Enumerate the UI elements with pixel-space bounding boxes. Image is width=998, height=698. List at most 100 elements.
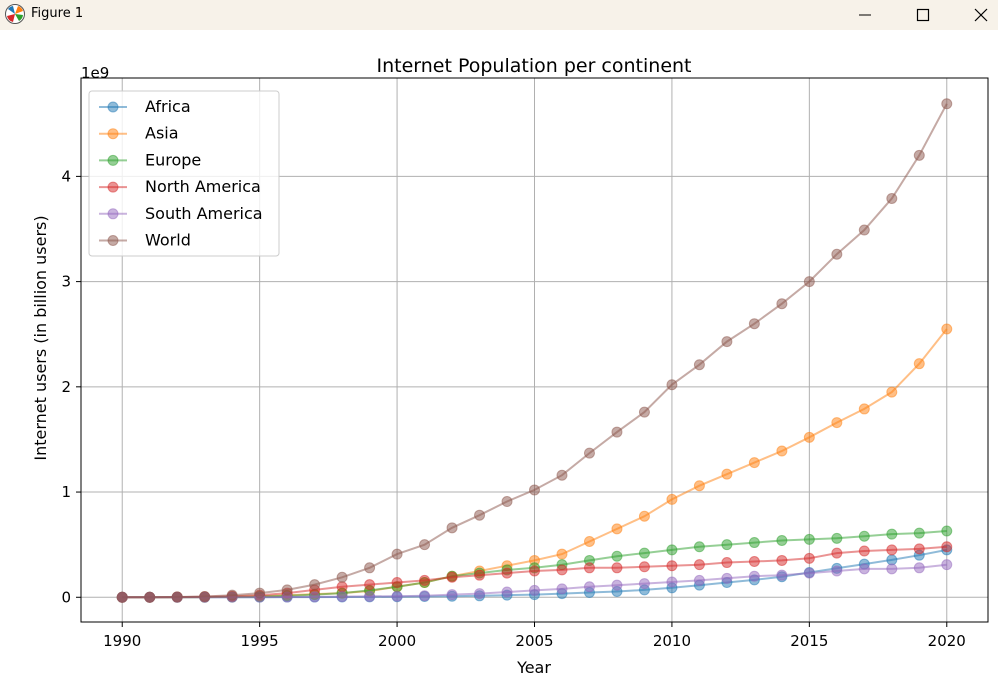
data-point-europe xyxy=(748,537,760,549)
data-point-world xyxy=(116,591,128,603)
data-point-asia xyxy=(721,468,733,480)
axis-ticks: 1990 1995 2000 2005 2010 2015 2020 0 1 2 3 4 xyxy=(61,167,965,650)
data-point-europe xyxy=(913,527,925,539)
x-tick-label: 2015 xyxy=(790,632,828,650)
x-tick-label: 2005 xyxy=(515,632,553,650)
data-point-world xyxy=(474,509,486,521)
data-point-south-america xyxy=(391,590,403,602)
data-point-north-america xyxy=(831,547,843,559)
data-point-north-america xyxy=(446,571,458,583)
data-point-europe xyxy=(776,534,788,546)
data-point-asia xyxy=(611,523,623,535)
data-point-world xyxy=(446,522,458,534)
data-point-north-america xyxy=(501,567,513,579)
data-point-south-america xyxy=(748,570,760,582)
series-world xyxy=(116,98,953,603)
legend-entry-europe: Europe xyxy=(99,150,201,169)
data-point-north-america xyxy=(529,565,540,577)
data-point-asia xyxy=(638,510,650,522)
data-point-south-america xyxy=(666,576,678,588)
data-point-asia xyxy=(913,358,925,370)
data-point-asia xyxy=(803,431,815,443)
close-button[interactable] xyxy=(958,0,998,30)
close-icon xyxy=(974,8,988,22)
x-tick-label: 1990 xyxy=(103,632,141,650)
data-point-europe xyxy=(858,530,870,542)
data-point-south-america xyxy=(419,590,431,602)
legend: Africa Asia Europe North America South Ameri… xyxy=(88,90,280,257)
data-point-north-america xyxy=(391,577,403,589)
data-point-asia xyxy=(831,417,843,429)
data-point-world xyxy=(913,149,925,161)
data-point-north-america xyxy=(611,562,623,574)
data-point-europe xyxy=(803,533,815,545)
data-point-north-america xyxy=(474,569,486,581)
data-point-south-america xyxy=(364,590,376,602)
y-tick-label: 3 xyxy=(61,273,71,291)
data-point-world xyxy=(199,591,211,603)
data-point-north-america xyxy=(776,554,788,566)
data-point-north-america xyxy=(721,557,733,569)
data-point-asia xyxy=(886,386,898,398)
data-point-north-america xyxy=(336,581,348,593)
data-point-south-america xyxy=(446,589,458,601)
data-point-south-america xyxy=(529,584,540,596)
legend-label: Africa xyxy=(145,97,191,116)
data-point-north-america xyxy=(419,574,431,586)
data-point-north-america xyxy=(693,559,705,571)
data-point-south-america xyxy=(803,567,815,579)
data-point-south-america xyxy=(776,569,788,581)
x-tick-label: 1995 xyxy=(241,632,279,650)
data-point-world xyxy=(171,591,183,603)
data-point-south-america xyxy=(941,559,953,571)
y-tick-label: 0 xyxy=(61,588,71,606)
legend-label: South America xyxy=(145,204,263,223)
data-point-world xyxy=(364,562,376,574)
data-point-south-america xyxy=(638,578,650,590)
x-tick-label: 2000 xyxy=(378,632,416,650)
y-tick-label: 4 xyxy=(61,167,71,185)
maximize-button[interactable] xyxy=(900,0,946,30)
data-point-south-america xyxy=(611,579,623,591)
legend-entry-asia: Asia xyxy=(99,124,179,143)
data-point-south-america xyxy=(309,591,321,603)
data-point-europe xyxy=(721,539,733,551)
data-point-world xyxy=(391,548,403,560)
legend-entry-africa: Africa xyxy=(99,97,191,116)
data-point-europe xyxy=(638,547,650,559)
data-point-world xyxy=(721,336,733,348)
data-point-north-america xyxy=(364,579,376,591)
y-axis-label: Internet users (in billion users) xyxy=(31,215,50,460)
x-axis-label: Year xyxy=(516,658,551,677)
window-titlebar: Figure 1 xyxy=(0,0,998,30)
chart-canvas: Internet Population per continent 1e9 19… xyxy=(31,55,989,677)
data-point-world xyxy=(556,469,568,481)
data-point-south-america xyxy=(831,565,843,577)
data-point-world xyxy=(281,584,293,596)
data-point-asia xyxy=(666,493,678,505)
data-point-asia xyxy=(556,548,568,560)
data-point-north-america xyxy=(638,561,650,573)
data-point-world xyxy=(583,447,595,459)
data-point-world xyxy=(831,248,843,260)
data-point-north-america xyxy=(941,541,953,553)
data-point-europe xyxy=(941,525,953,537)
legend-box xyxy=(88,90,280,257)
data-point-asia xyxy=(693,480,705,492)
legend-label: Asia xyxy=(145,124,179,143)
data-point-europe xyxy=(886,528,898,540)
window-title: Figure 1 xyxy=(31,6,84,21)
data-point-north-america xyxy=(583,562,595,574)
data-point-europe xyxy=(693,541,705,553)
legend-marker xyxy=(107,101,119,113)
data-point-world xyxy=(776,298,788,310)
minimize-button[interactable] xyxy=(842,0,888,30)
legend-marker xyxy=(107,128,119,140)
x-tick-label: 2010 xyxy=(653,632,691,650)
data-point-asia xyxy=(858,403,870,415)
data-point-south-america xyxy=(721,572,733,584)
data-point-asia xyxy=(776,445,788,457)
legend-marker xyxy=(107,154,119,166)
data-point-south-america xyxy=(913,562,925,574)
data-point-north-america xyxy=(886,544,898,556)
